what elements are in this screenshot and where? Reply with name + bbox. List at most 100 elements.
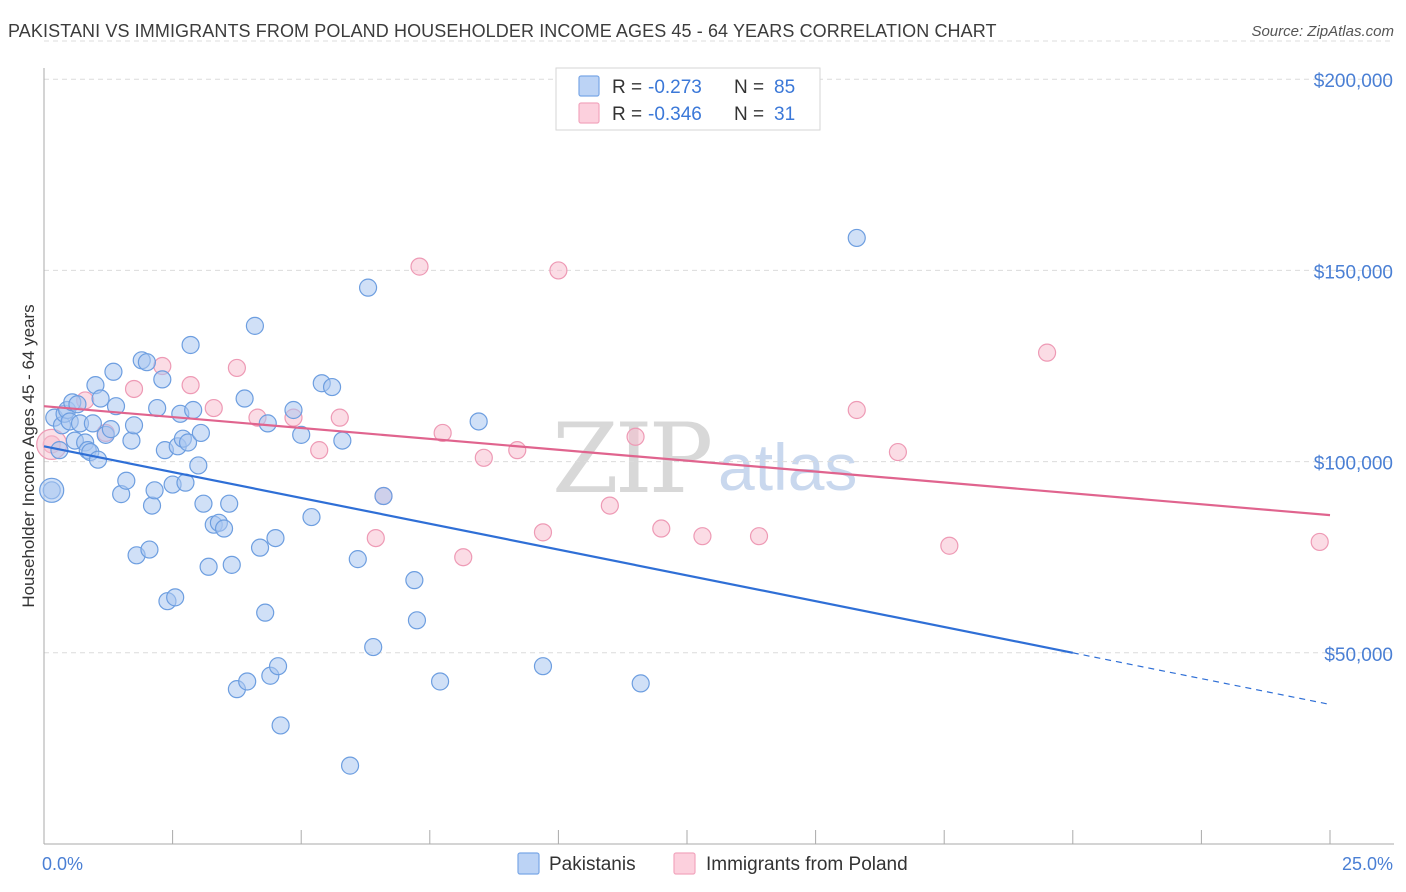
pakistani-point	[271, 716, 290, 735]
poland-point	[600, 496, 619, 515]
watermark-zip: ZIP	[552, 403, 711, 515]
pakistani-point	[322, 377, 342, 397]
y-axis-label: Householder Income Ages 45 - 64 years	[19, 304, 38, 607]
pakistani-point	[91, 389, 110, 408]
trend-line-pakistanis-extension	[1072, 652, 1331, 706]
pakistani-point	[333, 431, 352, 450]
pakistani-point	[199, 557, 218, 576]
poland-point	[549, 261, 568, 280]
legend-swatch-poland	[578, 102, 600, 124]
pakistani-point	[117, 471, 136, 490]
pakistani-point	[364, 637, 383, 657]
poland-point	[533, 523, 553, 542]
pakistani-point	[142, 496, 162, 515]
pakistani-point	[166, 588, 185, 607]
pakistani-point	[245, 316, 265, 335]
pakistani-point	[405, 571, 424, 590]
trend-line-pakistanis	[43, 445, 1074, 654]
legend-n-label-2: N =	[734, 104, 764, 125]
bottom-legend-label-poland: Immigrants from Poland	[706, 854, 908, 875]
pakistani-point	[374, 486, 393, 506]
pakistani-point	[101, 420, 120, 439]
y-axis-tick-labels: $50,000 $100,000 $150,000 $200,000	[1314, 71, 1393, 666]
pakistani-point	[284, 400, 303, 420]
poland-point	[1310, 532, 1329, 552]
bottom-legend-label-pakistanis: Pakistanis	[549, 854, 636, 875]
legend-r-value-1: -0.273	[648, 77, 702, 98]
poland-point	[433, 423, 452, 443]
pakistani-point	[184, 400, 203, 420]
pakistani-point	[469, 412, 488, 431]
y-tick-label: $100,000	[1314, 454, 1393, 475]
poland-point	[366, 528, 385, 548]
bottom-legend-swatch-poland	[673, 852, 696, 875]
pakistani-point	[178, 433, 198, 452]
pakistani-point	[250, 538, 270, 557]
pakistani-point	[407, 611, 427, 630]
pakistani-point	[235, 389, 254, 408]
legend-swatch-pakistanis	[578, 75, 600, 97]
legend-r-label-2: R =	[612, 104, 642, 125]
poland-point	[181, 376, 200, 395]
legend-r-value-2: -0.346	[648, 104, 702, 125]
pakistani-point	[83, 414, 102, 433]
y-tick-label: $150,000	[1314, 262, 1393, 283]
pakistani-point	[39, 477, 65, 503]
pakistani-point	[214, 519, 234, 538]
pakistani-point	[348, 550, 367, 569]
x-axis-ticks	[43, 830, 1331, 844]
poland-point	[204, 398, 223, 418]
poland-point	[227, 358, 246, 378]
pakistani-point	[256, 603, 275, 622]
trend-lines	[43, 405, 1331, 706]
pakistani-point	[358, 278, 378, 297]
legend-n-value-1: 85	[774, 77, 795, 98]
poland-point	[626, 427, 645, 446]
poland-point	[310, 441, 329, 460]
pakistani-point	[140, 540, 159, 559]
legend-n-value-2: 31	[774, 104, 795, 125]
x-tick-label-min: 0.0%	[42, 854, 83, 874]
source-label: Source: ZipAtlas.com	[1251, 23, 1394, 40]
poland-point	[410, 257, 429, 276]
poland-point	[330, 408, 349, 427]
pakistani-point	[238, 672, 257, 691]
legend-r-label-1: R =	[612, 77, 642, 98]
grid-lines	[44, 40, 1394, 654]
poland-point	[652, 519, 671, 538]
pakistani-point	[124, 416, 144, 435]
pakistani-point	[106, 397, 126, 416]
poland-point	[940, 536, 959, 555]
pakistani-point	[302, 507, 321, 527]
y-tick-label: $50,000	[1324, 645, 1393, 666]
poland-point	[749, 527, 769, 546]
pakistani-point	[222, 555, 241, 574]
pakistani-point	[292, 425, 311, 444]
pakistani-point	[194, 494, 213, 513]
pakistani-point	[145, 481, 164, 500]
y-tick-label: $200,000	[1314, 71, 1393, 92]
poland-point	[847, 400, 866, 420]
pakistani-point	[104, 362, 123, 381]
pakistani-point	[122, 431, 141, 450]
pakistani-point	[153, 370, 172, 389]
pakistani-point	[191, 423, 210, 443]
pakistani-point	[847, 228, 866, 248]
pakistani-point	[430, 672, 450, 691]
pakistani-point	[258, 414, 277, 433]
pakistani-point	[266, 528, 285, 548]
poland-point	[454, 548, 473, 567]
pakistani-point	[220, 494, 239, 513]
x-tick-label-max: 25.0%	[1342, 854, 1393, 874]
poland-point	[124, 379, 144, 399]
pakistani-point	[533, 657, 553, 676]
series-legend: Pakistanis Immigrants from Poland	[517, 852, 908, 875]
pakistani-point	[88, 450, 108, 469]
poland-point	[693, 527, 712, 546]
pakistani-point	[189, 456, 208, 475]
poland-point	[1037, 343, 1057, 362]
legend-box	[555, 67, 821, 131]
watermark-atlas: atlas	[718, 430, 857, 504]
poland-point	[508, 441, 527, 460]
